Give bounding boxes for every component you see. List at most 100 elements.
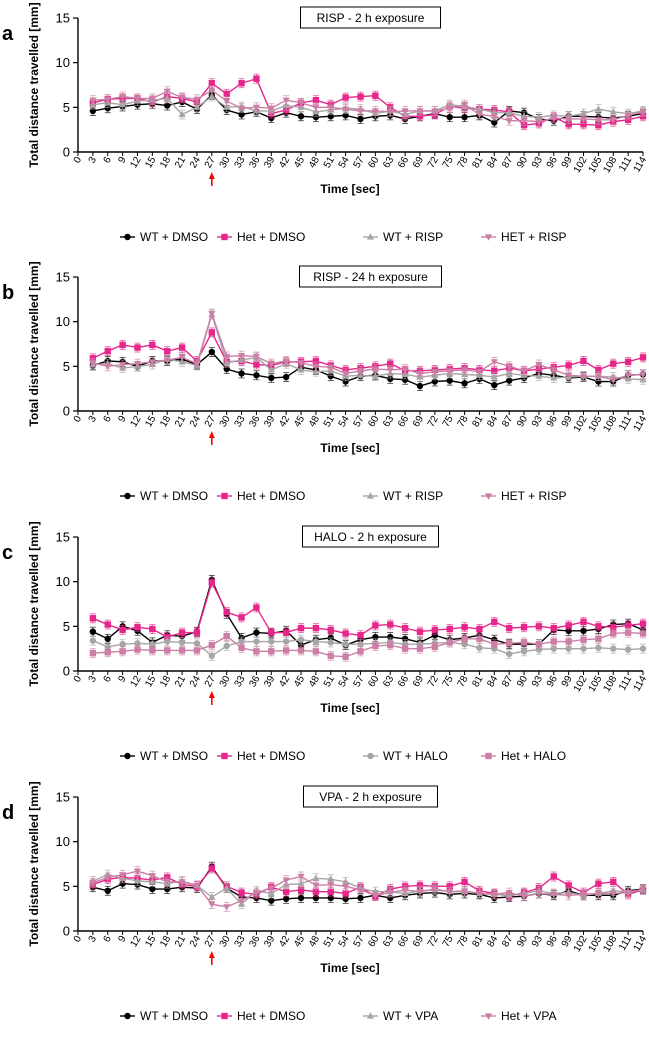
y-tick-label: 10 — [56, 834, 70, 849]
y-tick-label: 5 — [63, 100, 70, 115]
panel-letter: c — [2, 542, 13, 564]
data-point — [134, 624, 141, 631]
x-tick-label: 36 — [247, 934, 262, 950]
data-point — [253, 75, 260, 82]
x-tick-label: 18 — [158, 155, 173, 171]
legend-item: Het + DMSO — [217, 749, 305, 763]
legend-item: WT + DMSO — [120, 749, 208, 763]
data-point — [416, 370, 424, 378]
series-line — [92, 330, 644, 372]
data-point — [386, 367, 394, 374]
data-point — [342, 895, 349, 903]
legend-marker — [124, 233, 131, 241]
x-tick-label: 33 — [233, 674, 248, 690]
data-point — [178, 639, 186, 646]
x-tick-label: 45 — [292, 674, 307, 690]
x-tick-label: 0 — [72, 934, 85, 945]
data-point — [312, 363, 320, 371]
x-tick-label: 48 — [307, 414, 322, 430]
data-point — [104, 649, 111, 656]
data-point — [371, 892, 379, 900]
data-point — [178, 344, 186, 351]
data-point — [476, 644, 483, 651]
data-point — [119, 341, 126, 349]
data-point — [550, 115, 558, 122]
data-point — [505, 650, 513, 658]
data-point — [446, 889, 454, 896]
x-tick-label: 96 — [545, 155, 560, 171]
x-tick-label: 27 — [203, 934, 218, 950]
data-point — [610, 645, 617, 652]
data-point — [565, 645, 572, 652]
data-point — [624, 112, 632, 120]
data-point — [149, 341, 156, 349]
x-tick-label: 9 — [116, 155, 129, 166]
x-tick-label: 15 — [143, 414, 158, 430]
data-point — [386, 109, 394, 116]
x-tick-label: 81 — [470, 934, 485, 950]
data-point — [579, 891, 588, 899]
x-tick-label: 90 — [515, 155, 530, 171]
legend-label: Het + DMSO — [237, 489, 305, 503]
data-point — [327, 888, 334, 895]
data-point — [505, 363, 513, 371]
x-tick-label: 99 — [560, 155, 575, 171]
series-wt-dmso — [89, 574, 647, 650]
title-box — [299, 265, 442, 288]
legend-marker — [484, 234, 493, 241]
data-point — [208, 80, 216, 87]
x-tick-label: 108 — [601, 155, 619, 175]
x-tick-label: 3 — [87, 155, 100, 166]
series-het-risp — [89, 308, 647, 385]
data-point — [223, 98, 231, 105]
data-point — [208, 87, 216, 95]
data-point — [491, 381, 498, 389]
legend-marker — [366, 1012, 375, 1019]
data-point — [268, 897, 275, 904]
x-tick-label: 108 — [601, 414, 619, 434]
data-point — [89, 637, 97, 644]
x-tick-label: 78 — [456, 934, 471, 950]
data-point — [356, 108, 365, 115]
x-tick-label: 111 — [617, 155, 634, 174]
data-point — [520, 112, 528, 119]
legend-label: WT + VPA — [383, 1009, 438, 1023]
data-point — [208, 348, 216, 356]
data-point — [164, 102, 171, 109]
data-point — [223, 642, 230, 650]
x-tick-label: 6 — [102, 414, 115, 425]
data-point — [594, 373, 602, 380]
x-tick-label: 69 — [411, 674, 426, 690]
series-line — [92, 580, 644, 638]
x-tick-label: 72 — [426, 414, 441, 430]
chart-panel-c: c HALO - 2 h exposure Total distance trave… — [2, 521, 649, 763]
data-point — [610, 360, 617, 367]
x-tick-label: 78 — [456, 155, 471, 171]
data-point — [297, 636, 305, 643]
chart-panel-a: a RISP - 2 h exposure Total distance trave… — [2, 2, 649, 244]
data-point — [580, 645, 587, 652]
panel-letter: d — [2, 802, 14, 824]
x-tick-label: 102 — [572, 155, 590, 175]
legend-marker — [124, 1012, 131, 1020]
x-tick-label: 90 — [515, 674, 530, 690]
data-point — [164, 647, 171, 654]
data-point — [490, 359, 498, 366]
data-point — [312, 888, 320, 895]
data-point — [178, 94, 186, 102]
data-point — [208, 893, 216, 900]
x-tick-label: 3 — [87, 674, 100, 685]
y-tick-label: 10 — [56, 314, 70, 329]
stimulus-arrow — [208, 431, 215, 445]
x-tick-label: 90 — [515, 934, 530, 950]
x-tick-label: 39 — [262, 674, 277, 690]
x-tick-label: 102 — [572, 934, 590, 954]
legend-item: WT + VPA — [363, 1009, 438, 1023]
data-point — [565, 372, 573, 380]
data-point — [357, 632, 364, 639]
data-point — [387, 360, 394, 367]
x-tick-label: 75 — [441, 414, 456, 430]
data-point — [238, 889, 245, 896]
x-tick-label: 39 — [262, 934, 277, 950]
y-tick-label: 0 — [63, 404, 70, 419]
